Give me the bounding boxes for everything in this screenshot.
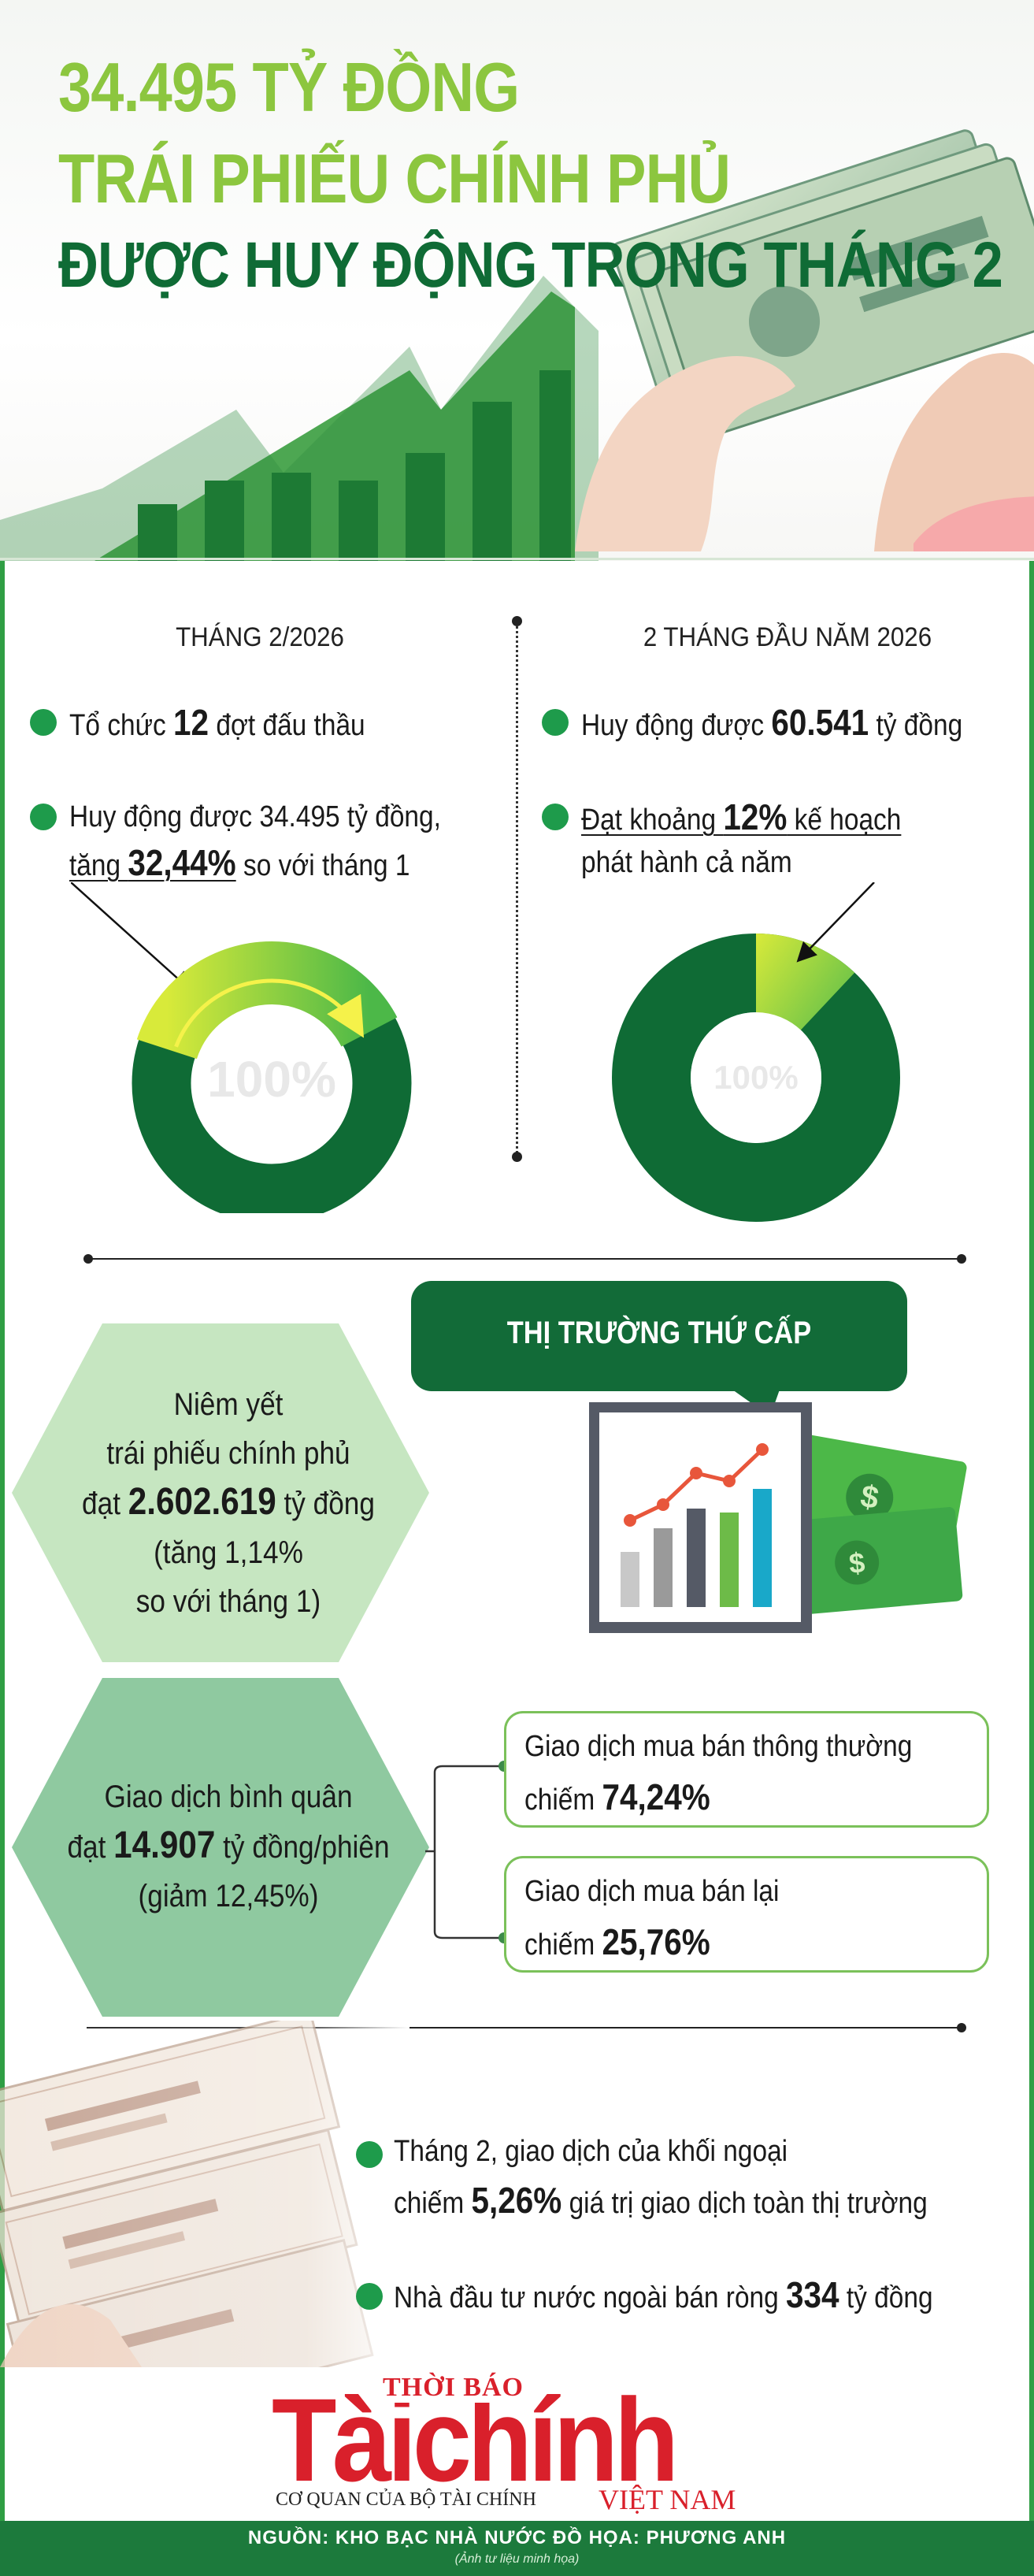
title-line-3: ĐƯỢC HUY ĐỘNG TRONG THÁNG 2 xyxy=(58,229,1003,301)
bar-4 xyxy=(339,481,378,561)
svg-text:$: $ xyxy=(847,1546,866,1580)
pointer-arrow xyxy=(796,882,875,963)
bracket-connector xyxy=(425,1761,510,1943)
title-line-1: 34.495 TỶ ĐỒNG xyxy=(58,48,520,126)
bar-5 xyxy=(406,453,445,561)
donut-center-label: 100% xyxy=(713,1059,798,1096)
divider-end-dot xyxy=(512,1152,522,1162)
avg-trading-text: Giao dịch bình quân đạt 14.907 tỷ đồng/p… xyxy=(67,1780,390,1913)
brand-logo-country: VIỆT NAM xyxy=(599,2484,736,2515)
donut-hole xyxy=(691,1012,821,1143)
bullet-dot xyxy=(542,709,569,736)
secondary-market-banner xyxy=(411,1281,907,1391)
bar-2 xyxy=(205,481,244,561)
footer-source: NGUỒN: KHO BẠC NHÀ NƯỚC ĐỒ HỌA: PHƯƠNG A… xyxy=(247,2527,787,2548)
repo-trading-line-2: chiếm 25,76% xyxy=(524,1921,710,1962)
donut-center-label: 100% xyxy=(207,1051,336,1108)
section-divider xyxy=(87,2027,961,2029)
bullet-dot xyxy=(30,804,57,830)
pointer-arrow xyxy=(71,882,192,992)
section-divider xyxy=(87,1258,961,1260)
brand-logo-top: THỜI BÁO xyxy=(378,2373,528,2403)
brand-logo-subtitle: CƠ QUAN CỦA BỘ TÀI CHÍNH xyxy=(276,2489,536,2510)
left-donut-chart: 100% xyxy=(71,882,412,1213)
bullet-dot xyxy=(356,2141,383,2168)
avg-trading-hexagon xyxy=(12,1678,429,2017)
bullet-dot xyxy=(30,709,57,736)
foreign-bullet-2: Nhà đầu tư nước ngoài bán ròng 334 tỷ đồ… xyxy=(394,2274,933,2315)
footer-bar xyxy=(0,2521,1034,2576)
foreign-bullet-1-line-2: chiếm 5,26% giá trị giao dịch toàn thị t… xyxy=(394,2180,928,2221)
header-divider xyxy=(0,558,1034,560)
bar-7 xyxy=(539,370,571,561)
divider-end-dot xyxy=(957,1254,966,1264)
bullet-dot xyxy=(542,804,569,830)
divider-end-dot xyxy=(957,2023,966,2032)
left-heading: THÁNG 2/2026 xyxy=(176,622,344,652)
donut-curved-arrow xyxy=(174,978,365,1048)
right-bullet-2-line-1: Đạt khoảng 12% kế hoạch xyxy=(581,796,902,837)
listing-text: Niêm yết trái phiếu chính phủ đạt 2.602.… xyxy=(82,1387,375,1619)
divider-end-dot xyxy=(512,616,522,626)
right-bullet-2-line-2: phát hành cả năm xyxy=(581,846,792,879)
market-chart-illustration: $ $ xyxy=(589,1402,967,1633)
bar-1 xyxy=(138,504,177,561)
foreign-bullet-1-line-1: Tháng 2, giao dịch của khối ngoại xyxy=(394,2135,788,2168)
normal-trading-box xyxy=(504,1711,989,1828)
repo-trading-box xyxy=(504,1856,989,1973)
left-bullet-2-line-2: tăng 32,44% so với tháng 1 xyxy=(69,842,410,883)
right-heading: 2 THÁNG ĐẦU NĂM 2026 xyxy=(643,622,932,652)
right-bullet-1: Huy động được 60.541 tỷ đồng xyxy=(581,702,963,743)
normal-trading-line-2: chiếm 74,24% xyxy=(524,1776,710,1817)
normal-trading-line-1: Giao dịch mua bán thông thường xyxy=(524,1730,913,1763)
left-bullet-2-line-1: Huy động được 34.495 tỷ đồng, xyxy=(69,800,441,833)
bar-6 xyxy=(473,402,512,561)
header-graphic xyxy=(0,276,599,561)
bar-3 xyxy=(272,473,311,561)
column-divider xyxy=(516,622,518,1158)
bond-certificates-illustration xyxy=(0,2021,410,2367)
listing-hexagon xyxy=(12,1323,429,1662)
right-donut-chart: 100% xyxy=(612,882,900,1222)
money-hands-illustration xyxy=(575,129,1034,551)
divider-end-dot xyxy=(83,1254,93,1264)
footer-note: (Ảnh tư liệu minh họa) xyxy=(454,2552,580,2566)
repo-trading-line-1: Giao dịch mua bán lại xyxy=(524,1875,780,1908)
secondary-market-title: THỊ TRƯỜNG THỨ CẤP xyxy=(506,1316,812,1350)
title-line-2: TRÁI PHIẾU CHÍNH PHỦ xyxy=(58,139,731,217)
left-bullet-1: Tổ chức 12 đợt đấu thầu xyxy=(69,702,365,743)
bullet-dot xyxy=(356,2283,383,2310)
header-banner: 34.495 TỶ ĐỒNG TRÁI PHIẾU CHÍNH PHỦ ĐƯỢC… xyxy=(0,0,1034,561)
